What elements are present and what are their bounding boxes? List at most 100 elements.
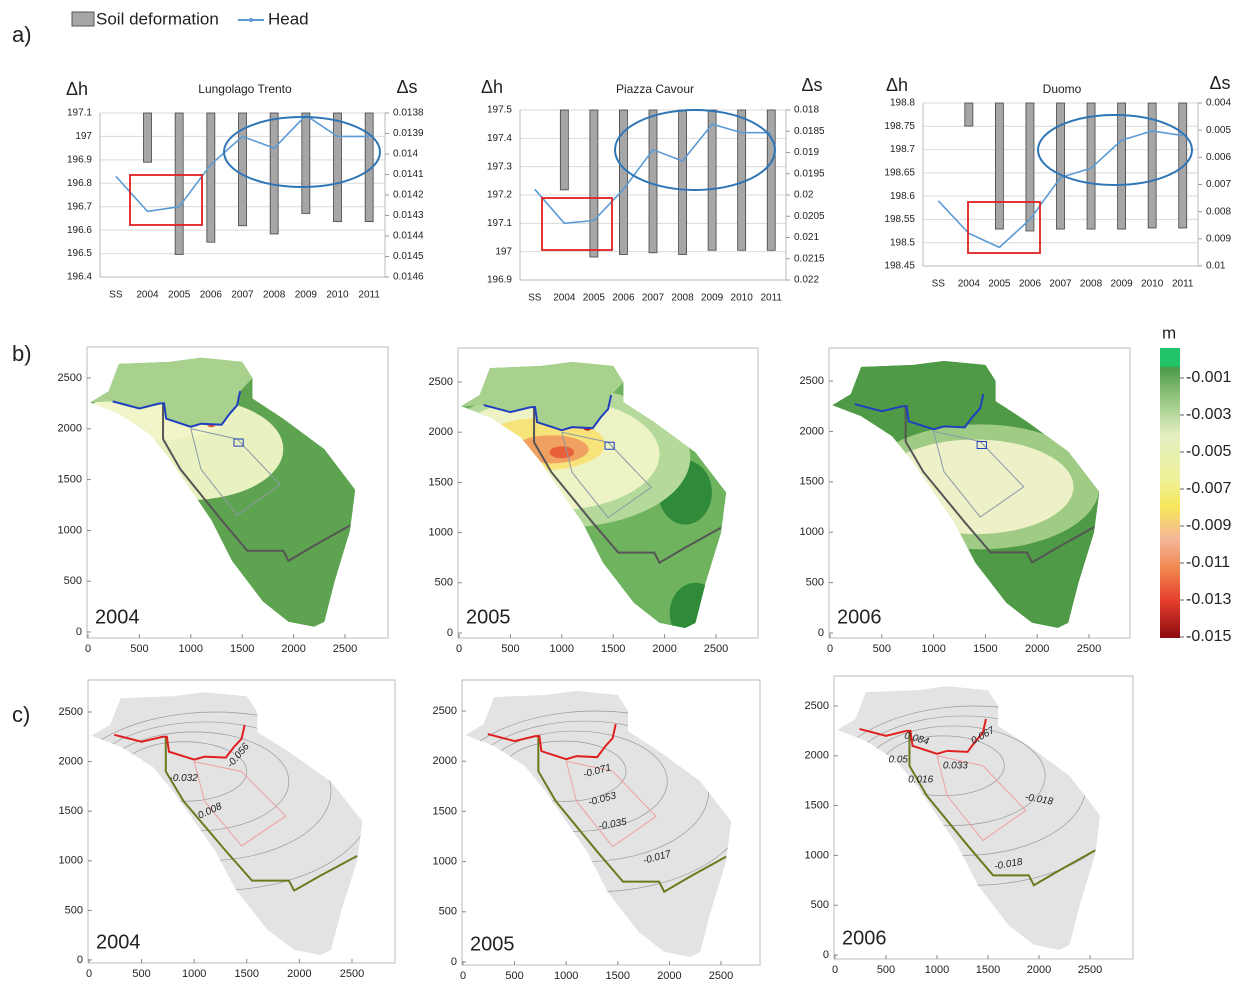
x-tick-label: 2007 [642, 293, 665, 304]
colorbar-tick-label: -0.001 [1186, 369, 1231, 386]
colorbar-tick-label: -0.015 [1186, 628, 1231, 645]
y2-axis-label: Δs [1209, 73, 1230, 93]
legend-label: Soil deformation [96, 9, 219, 28]
x-tick-label: 1000 [550, 643, 574, 655]
y-tick-label: 2000 [59, 756, 83, 768]
x-tick-label: 0 [456, 643, 462, 655]
y-tick-label: 197.5 [487, 105, 512, 116]
river [484, 395, 611, 430]
colorbar [1160, 348, 1180, 638]
y-tick-label: 500 [806, 577, 824, 589]
y-tick-label: 2500 [59, 706, 83, 718]
x-tick-label: 500 [132, 968, 150, 980]
y-tick-label: 1000 [59, 855, 83, 867]
bar [1147, 102, 1157, 229]
y-tick-label: 500 [811, 899, 829, 911]
y-tick-label: 197.3 [487, 161, 512, 172]
y2-tick-label: 0.022 [794, 275, 819, 286]
y-tick-label: 1000 [429, 527, 453, 539]
building [605, 442, 614, 449]
y-tick-label: 196.7 [67, 201, 92, 212]
map-zone [832, 360, 996, 430]
y-tick-label: 0 [818, 627, 824, 639]
line [534, 123, 772, 225]
y-tick-label: 0 [76, 626, 82, 638]
bar [143, 112, 152, 163]
y-tick-label: 500 [65, 904, 83, 916]
x-tick-label: 2500 [1077, 643, 1101, 655]
x-tick-label: 1500 [973, 643, 997, 655]
highlight-box [967, 201, 1041, 254]
year-label: 2005 [466, 606, 511, 628]
line [115, 114, 370, 213]
bar [1025, 102, 1035, 232]
contour-label: -0.018 [994, 857, 1024, 873]
outline-box [566, 761, 656, 846]
highlight-ellipse [223, 116, 381, 188]
y-tick-label: 1500 [59, 805, 83, 817]
y2-tick-label: 0.0185 [794, 126, 825, 137]
y-axis-label: Δh [886, 75, 908, 95]
y2-tick-label: 0.004 [1206, 98, 1231, 109]
y2-tick-label: 0.021 [794, 232, 819, 243]
bar [766, 109, 776, 251]
x-tick-label: 2004 [136, 290, 159, 301]
y-tick-label: 500 [64, 575, 82, 587]
bar [707, 109, 717, 251]
x-tick-label: 2005 [168, 290, 191, 301]
x-tick-label: 2008 [671, 293, 694, 304]
y-tick-label: 2500 [58, 372, 82, 384]
y-tick-label: 198.75 [884, 121, 915, 132]
x-tick-label: SS [932, 279, 946, 290]
y-tick-label: 196.5 [67, 248, 92, 259]
bar [333, 112, 342, 223]
y-tick-label: 196.6 [67, 225, 92, 236]
y-tick-label: 0 [77, 954, 83, 966]
y2-tick-label: 0.0144 [393, 231, 424, 242]
x-tick-label: 1000 [925, 964, 949, 976]
x-tick-label: 2007 [231, 290, 254, 301]
bar [1117, 102, 1127, 230]
bar [964, 102, 974, 127]
y-tick-label: 198.7 [890, 144, 915, 155]
y2-tick-label: 0.009 [1206, 233, 1231, 244]
y2-tick-label: 0.0145 [393, 251, 424, 262]
x-tick-label: 2011 [760, 293, 782, 304]
contour-label: -0.032 [170, 773, 199, 784]
y2-tick-label: 0.0139 [393, 128, 424, 139]
y-tick-label: 500 [435, 577, 453, 589]
x-tick-label: 500 [873, 643, 891, 655]
colorbar-tick-label: -0.003 [1186, 406, 1231, 423]
x-tick-label: 2008 [1080, 279, 1103, 290]
y-axis-label: Δh [66, 79, 88, 99]
bar [206, 112, 216, 243]
x-tick-label: SS [109, 290, 123, 301]
river [859, 719, 985, 754]
y2-tick-label: 0.01 [1206, 261, 1226, 272]
road [538, 736, 726, 892]
bar [994, 102, 1004, 230]
y-tick-label: 2000 [433, 755, 457, 767]
x-tick-label: 1500 [230, 643, 254, 655]
x-tick-label: 2008 [263, 290, 286, 301]
x-tick-label: 2011 [358, 290, 380, 301]
highlight-box [541, 197, 613, 251]
x-tick-label: 2009 [1110, 279, 1133, 290]
x-tick-label: 2500 [333, 643, 357, 655]
y-tick-label: 196.9 [67, 154, 92, 165]
highlight-ellipse [1037, 114, 1193, 186]
x-tick-label: 2000 [652, 643, 676, 655]
x-tick-label: 2009 [295, 290, 318, 301]
y2-tick-label: 0.014 [393, 149, 418, 160]
y-tick-label: 0 [451, 956, 457, 968]
x-tick-label: 1000 [182, 968, 206, 980]
y-tick-label: 198.45 [884, 261, 915, 272]
bar [174, 112, 184, 255]
y2-tick-label: 0.007 [1206, 179, 1231, 190]
y-tick-label: 198.55 [884, 214, 915, 225]
river [113, 391, 240, 427]
x-tick-label: SS [528, 293, 542, 304]
y2-tick-label: 0.0195 [794, 168, 825, 179]
bar [301, 112, 311, 214]
x-tick-label: 2009 [701, 293, 724, 304]
